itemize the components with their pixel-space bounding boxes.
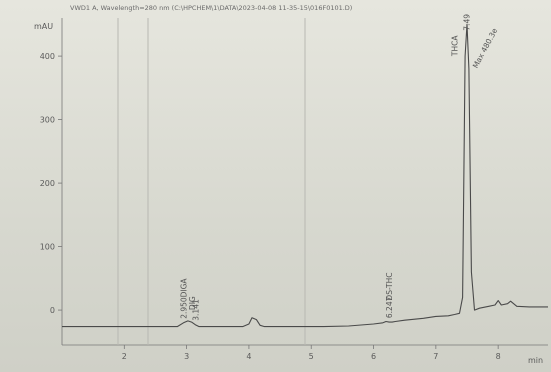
peak-compound-label: DIG bbox=[188, 296, 197, 310]
series-line bbox=[62, 23, 548, 328]
y-tick-label: 100 bbox=[40, 243, 55, 252]
x-tick-label: 8 bbox=[496, 352, 501, 361]
peak-compound-label: DS-THC bbox=[385, 273, 394, 301]
x-tick-label: 4 bbox=[246, 352, 251, 361]
axes-group bbox=[61, 18, 548, 346]
y-ticks-group: 0 100 200 300 400 bbox=[40, 52, 62, 315]
y-axis-title: mAU bbox=[34, 22, 53, 31]
x-tick-label: 5 bbox=[309, 352, 314, 361]
x-tick-label: 3 bbox=[184, 352, 189, 361]
x-tick-label: 6 bbox=[371, 352, 376, 361]
y-tick-label: 400 bbox=[40, 52, 55, 61]
peak-retention-label: 2.950 bbox=[180, 297, 189, 319]
peak-compound-label: DIGA bbox=[180, 278, 189, 298]
peak-retention-label: 3.141 bbox=[191, 299, 200, 321]
y-tick-label: 0 bbox=[50, 306, 55, 315]
peak-labels-group: 2.950 3.141 6.247 7.49 bbox=[180, 14, 472, 321]
series-group bbox=[62, 23, 548, 328]
y-tick-label: 200 bbox=[40, 179, 55, 188]
x-tick-label: 7 bbox=[433, 352, 438, 361]
x-tick-label: 2 bbox=[122, 352, 127, 361]
peak-compound-label: THCA bbox=[451, 35, 460, 57]
peak-retention-label: 7.49 bbox=[462, 14, 471, 31]
y-tick-label: 300 bbox=[40, 116, 55, 125]
chart-header-title: VWD1 A, Wavelength=280 nm (C:\HPCHEM\1\D… bbox=[70, 4, 352, 12]
peak-compound-label: Max 480.3e bbox=[471, 26, 500, 69]
x-ticks-group: 2 3 4 5 6 7 8 bbox=[122, 345, 501, 361]
x-axis-title: min bbox=[528, 356, 543, 365]
peak-retention-label: 6.247 bbox=[385, 296, 394, 318]
